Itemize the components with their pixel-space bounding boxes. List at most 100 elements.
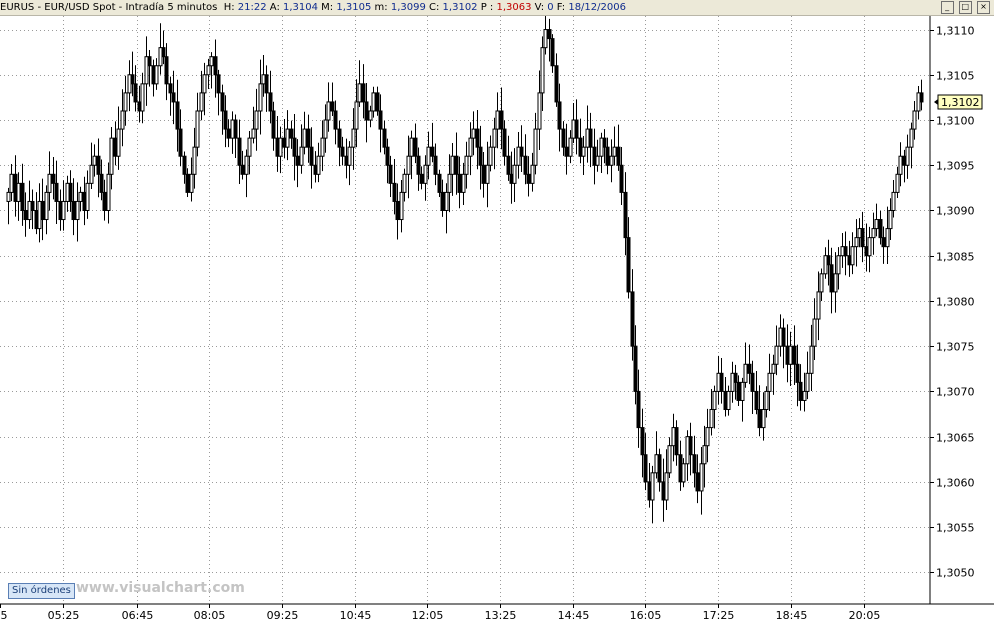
candle [416, 147, 421, 191]
candle-body [164, 56, 169, 85]
candle [316, 142, 321, 183]
candle-body [299, 146, 304, 166]
price-tick-label: 1,3050 [936, 567, 975, 580]
maximize-button[interactable]: □ [958, 1, 972, 14]
candle [202, 62, 207, 116]
candle [440, 179, 445, 217]
candle-body [712, 390, 717, 411]
candle-body [826, 255, 831, 266]
candle-body [406, 155, 411, 175]
candle [630, 269, 635, 361]
candle [481, 152, 486, 198]
candle [574, 99, 579, 155]
candle [709, 389, 714, 436]
candle [51, 156, 56, 200]
candle [271, 101, 276, 151]
candle-body [764, 390, 769, 411]
candle-body [295, 155, 300, 166]
price-tick-label: 1,3080 [936, 296, 975, 309]
price-tick-label: 1,3085 [936, 251, 975, 264]
candle [54, 160, 59, 225]
candle [454, 132, 459, 195]
candle [461, 162, 466, 206]
candle [854, 219, 859, 267]
candle [371, 86, 376, 118]
candle [726, 385, 731, 416]
candle-body [30, 200, 35, 211]
candle-body [816, 291, 821, 320]
candle [833, 252, 838, 313]
candle [495, 92, 500, 149]
candle [623, 172, 628, 256]
candle-body [192, 146, 197, 175]
candle-body [895, 173, 900, 193]
candle [554, 53, 559, 107]
candle [519, 125, 524, 172]
candle-body [447, 173, 452, 193]
candle [444, 183, 449, 234]
candle [175, 79, 180, 152]
candle-body [6, 191, 11, 202]
candle-body [502, 128, 507, 157]
minimize-button[interactable]: _ [940, 1, 954, 14]
candle [595, 139, 600, 172]
watermark: www.visualchart.com [76, 580, 245, 596]
candle [247, 130, 252, 175]
candle [816, 271, 821, 341]
price-tick-label: 1,3065 [936, 432, 975, 445]
candle-body [457, 173, 462, 193]
candle [788, 331, 793, 387]
candle [750, 360, 755, 415]
candle-body [771, 363, 776, 374]
candle [502, 120, 507, 166]
time-tick-label: 08:05 [194, 609, 226, 622]
candle [233, 114, 238, 158]
instrument-description: EUR/USD Spot - Intradía 5 minutos [44, 2, 218, 13]
candle [909, 122, 914, 169]
candle [423, 155, 428, 201]
close-button[interactable]: × [977, 1, 990, 14]
candle-body [416, 155, 421, 175]
price-tick-label: 1,3100 [936, 115, 975, 128]
candle [619, 146, 624, 206]
candle [781, 318, 786, 369]
candle [805, 351, 810, 400]
candle [223, 95, 228, 148]
candle [468, 122, 473, 176]
candle-body [237, 137, 242, 166]
candle-body [44, 191, 49, 221]
candle-body [399, 191, 404, 221]
candle [9, 164, 14, 202]
candle-body [702, 445, 707, 465]
time-tick-label: 14:45 [558, 609, 590, 622]
candle-body [743, 363, 748, 383]
candle-body [220, 92, 225, 112]
candle [16, 172, 21, 221]
candle-body [464, 155, 469, 175]
candle [199, 70, 204, 121]
candle-body [881, 237, 886, 248]
orders-status-badge[interactable]: Sin órdenes [8, 583, 75, 599]
candle [23, 192, 28, 237]
candle [568, 130, 573, 164]
candle [164, 43, 169, 101]
candle-body [285, 128, 290, 148]
candle [512, 148, 517, 203]
candle [699, 447, 704, 515]
time-tick-label: 09:25 [267, 609, 299, 622]
symbol-label: EURUS [0, 2, 35, 13]
candle [116, 106, 121, 170]
candle [216, 69, 221, 116]
candle-body [9, 173, 14, 193]
candle-body [630, 291, 635, 347]
candle-body [68, 182, 73, 202]
candle [475, 110, 480, 170]
candle [743, 342, 748, 388]
candle-body [761, 409, 766, 429]
candle-body [96, 155, 101, 175]
candle [430, 122, 435, 163]
candle-body [550, 38, 555, 67]
candle [68, 170, 73, 212]
candle [891, 179, 896, 218]
